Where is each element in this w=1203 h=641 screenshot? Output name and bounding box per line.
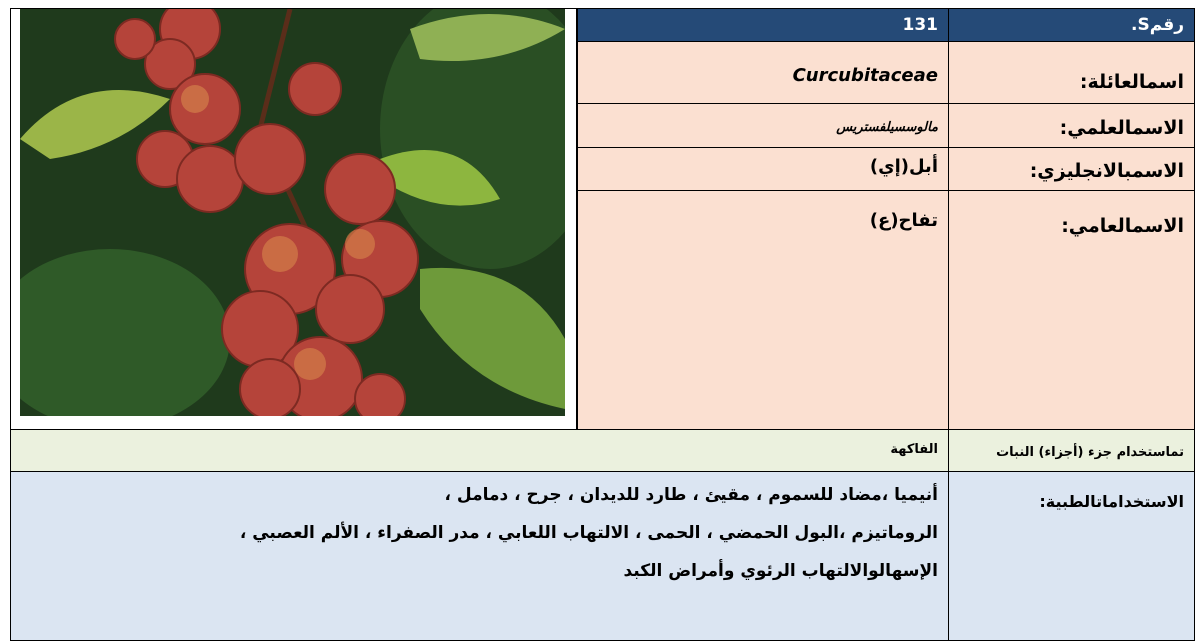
row-label: الاسمالعامي: (948, 190, 1195, 430)
row-value: مالوسسيلفستريس (577, 103, 949, 148)
image-cell (10, 8, 577, 430)
medical-use-line: الروماتيزم ،البول الحمضي ، الحمى ، الالت… (239, 523, 938, 543)
part-used-value: الفاكهة (10, 429, 949, 472)
part-used-label: تماستخدام جزء (أجزاء) النبات (948, 429, 1195, 472)
row-value: تفاح(ع) (577, 190, 949, 430)
row-label: الاسمالعلمي: (948, 103, 1195, 148)
number-value: 131 (577, 8, 949, 42)
row-label: اسمالعائلة: (948, 41, 1195, 104)
medical-use-line: أنيميا ،مضاد للسموم ، مقيئ ، طارد للديدا… (444, 485, 938, 505)
row-label: الاسمبالانجليزي: (948, 147, 1195, 191)
medical-uses-value: أنيميا ،مضاد للسموم ، مقيئ ، طارد للديدا… (10, 471, 949, 641)
medical-uses-label: الاستخداماتالطبية: (948, 471, 1195, 641)
medical-use-line: الإسهالوالالتهاب الرئوي وأمراض الكبد (623, 561, 938, 581)
row-value: Curcubitaceae (577, 41, 949, 104)
row-value: أبل(إي) (577, 147, 949, 191)
plant-photo (20, 9, 565, 416)
number-label: رقمS. (948, 8, 1195, 42)
